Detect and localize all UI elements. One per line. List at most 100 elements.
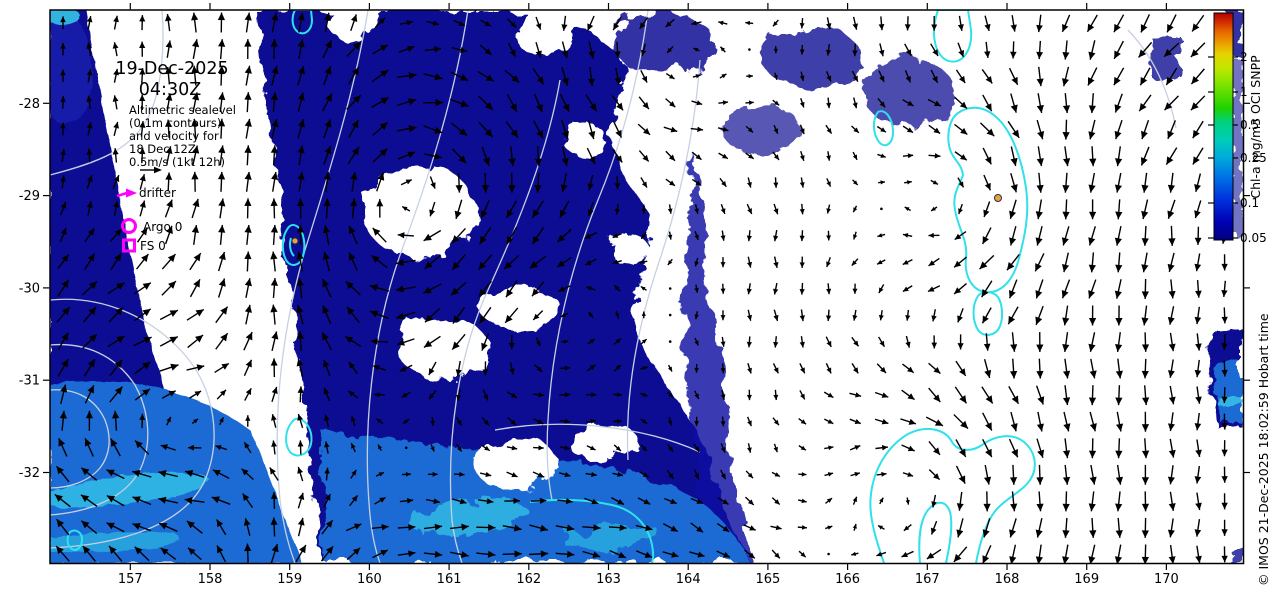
velocity-arrowhead bbox=[612, 259, 619, 265]
velocity-arrowhead bbox=[1008, 315, 1016, 325]
velocity-arrowhead bbox=[1062, 132, 1070, 140]
velocity-arrowhead bbox=[454, 210, 462, 219]
velocity-arrowhead bbox=[561, 157, 569, 166]
velocity-arrowhead bbox=[1114, 290, 1122, 299]
velocity-arrowhead bbox=[826, 23, 832, 30]
velocity-arrowhead bbox=[160, 548, 169, 556]
velocity-arrowhead bbox=[826, 181, 831, 187]
velocity-arrowhead bbox=[323, 12, 332, 21]
velocity-arrowhead bbox=[566, 524, 575, 532]
velocity-arrowhead bbox=[557, 234, 566, 243]
velocity-arrowhead bbox=[928, 260, 935, 266]
velocity-arrowhead bbox=[452, 341, 460, 350]
velocity-arrowhead bbox=[141, 254, 149, 262]
velocity-arrowhead bbox=[1063, 158, 1071, 167]
velocity-arrowhead bbox=[510, 419, 517, 426]
velocity-arrowhead bbox=[378, 472, 384, 477]
velocity-arrowhead bbox=[1114, 104, 1122, 113]
velocity-arrowhead bbox=[84, 438, 92, 447]
velocity-arrowhead bbox=[434, 73, 443, 81]
velocity-arrowhead bbox=[1115, 211, 1123, 220]
velocity-arrowhead bbox=[1087, 23, 1095, 32]
velocity-arrowhead bbox=[905, 499, 910, 505]
velocity-arrowhead bbox=[1088, 131, 1096, 140]
velocity-arrowhead bbox=[54, 494, 63, 502]
velocity-arrowhead bbox=[773, 341, 779, 348]
velocity-arrowhead bbox=[982, 555, 990, 564]
velocity-arrowhead bbox=[395, 285, 404, 293]
velocity-arrowhead bbox=[166, 416, 171, 423]
velocity-arrowhead bbox=[799, 49, 805, 55]
velocity-arrowhead bbox=[1194, 529, 1202, 537]
velocity-arrowhead bbox=[852, 154, 858, 160]
velocity-arrowhead bbox=[87, 359, 95, 368]
velocity-arrowhead bbox=[694, 421, 699, 427]
velocity-arrowhead bbox=[642, 102, 649, 110]
velocity-arrowhead bbox=[487, 550, 496, 558]
velocity-arrowhead bbox=[406, 45, 415, 52]
velocity-arrowhead bbox=[1195, 502, 1202, 511]
velocity-arrowhead bbox=[1036, 104, 1044, 113]
velocity-arrowhead bbox=[775, 525, 782, 531]
velocity-arrowhead bbox=[187, 444, 194, 451]
velocity-arrowhead bbox=[87, 175, 93, 183]
velocity-arrowhead bbox=[428, 393, 435, 400]
velocity-arrowhead bbox=[561, 50, 569, 59]
velocity-arrowhead bbox=[297, 66, 305, 75]
velocity-arrowhead bbox=[1088, 184, 1096, 193]
velocity-arrowhead bbox=[194, 390, 202, 397]
velocity-arrowhead bbox=[564, 445, 570, 451]
velocity-arrowhead bbox=[618, 551, 626, 559]
velocity-arrowhead bbox=[434, 126, 443, 134]
velocity-arrowhead bbox=[114, 228, 122, 237]
velocity-arrowhead bbox=[86, 69, 93, 76]
velocity-arrowhead bbox=[642, 419, 648, 424]
velocity-arrowhead bbox=[323, 359, 330, 368]
velocity-arrowhead bbox=[432, 471, 438, 477]
velocity-arrowhead bbox=[800, 419, 807, 425]
velocity-arrowhead bbox=[1166, 76, 1174, 86]
velocity-arrowhead bbox=[82, 545, 91, 555]
velocity-arrowhead bbox=[588, 156, 596, 165]
velocity-arrowhead bbox=[191, 39, 200, 48]
velocity-arrowhead bbox=[877, 233, 883, 238]
velocity-arrowhead bbox=[1114, 237, 1122, 246]
lon-tick-label: 157 bbox=[118, 572, 143, 587]
velocity-arrowhead bbox=[1036, 158, 1044, 167]
velocity-arrowhead bbox=[481, 185, 490, 193]
colorbar-tick-label: 0.1 bbox=[1240, 196, 1259, 210]
drifter-marker: drifter bbox=[116, 186, 176, 200]
velocity-arrowhead bbox=[878, 23, 885, 31]
velocity-arrowhead bbox=[826, 208, 831, 214]
velocity-arrowhead bbox=[169, 336, 178, 344]
velocity-arrowhead bbox=[1008, 289, 1016, 299]
velocity-arrowhead bbox=[370, 310, 379, 318]
velocity-arrowhead bbox=[1036, 344, 1044, 353]
velocity-arrowhead bbox=[61, 279, 69, 289]
velocity-arrowhead bbox=[407, 98, 417, 106]
velocity-arrowhead bbox=[459, 74, 469, 81]
velocity-arrowhead bbox=[560, 312, 566, 317]
velocity-arrowhead bbox=[668, 392, 673, 398]
velocity-arrowhead bbox=[746, 261, 753, 268]
velocity-arrowhead bbox=[135, 440, 143, 449]
velocity-arrowhead bbox=[244, 278, 252, 287]
velocity-arrowhead bbox=[1140, 157, 1148, 166]
velocity-arrowhead bbox=[933, 447, 940, 455]
colorbar-gradient bbox=[1213, 12, 1234, 241]
velocity-arrowhead bbox=[907, 393, 915, 400]
velocity-arrowhead bbox=[508, 342, 515, 350]
velocity-arrowhead bbox=[323, 198, 331, 207]
eddy-dot bbox=[291, 237, 299, 245]
velocity-arrowhead bbox=[722, 100, 729, 106]
velocity-arrowhead bbox=[244, 92, 252, 100]
velocity-arrowhead bbox=[747, 181, 752, 188]
velocity-arrowhead bbox=[926, 552, 935, 559]
argo-label: Argo 0 bbox=[143, 220, 182, 234]
velocity-arrowhead bbox=[538, 392, 545, 398]
velocity-arrowhead bbox=[86, 122, 93, 129]
velocity-arrowhead bbox=[323, 171, 331, 180]
velocity-arrowhead bbox=[193, 279, 200, 288]
velocity-arrowhead bbox=[1115, 317, 1123, 326]
velocity-arrowhead bbox=[60, 42, 66, 49]
